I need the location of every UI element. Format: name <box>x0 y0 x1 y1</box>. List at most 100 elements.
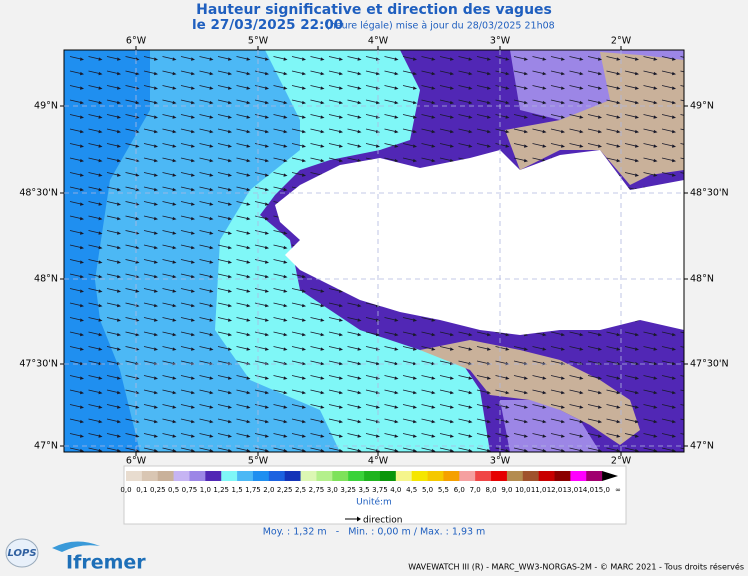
wave-arrowhead <box>283 303 288 308</box>
wave-arrowhead <box>172 115 177 119</box>
wave-arrowhead <box>468 347 473 351</box>
wave-arrowhead <box>431 419 436 424</box>
wave-arrowhead <box>172 260 177 264</box>
wave-arrowhead <box>191 376 195 380</box>
wave-arrowhead <box>172 376 177 380</box>
wave-arrowhead <box>339 332 343 337</box>
wave-arrowhead <box>209 216 214 221</box>
wave-arrowhead <box>246 303 251 308</box>
wave-arrowhead <box>246 245 251 250</box>
wave-arrowhead <box>357 448 362 452</box>
longitude-label-top: 4°W <box>368 36 389 47</box>
wave-arrowhead <box>283 274 288 279</box>
wave-arrowhead <box>228 216 232 221</box>
wave-arrowhead <box>505 100 510 105</box>
wave-arrowhead <box>265 419 269 424</box>
wave-arrowhead <box>283 434 288 438</box>
wave-arrowhead <box>191 260 195 264</box>
wave-arrowhead <box>413 405 417 409</box>
wave-arrowhead <box>561 129 565 134</box>
colorbar-swatch <box>237 471 254 481</box>
wave-arrowhead <box>691 57 695 60</box>
wave-arrowhead <box>394 347 399 351</box>
wave-arrowhead <box>191 434 195 438</box>
wave-arrowhead <box>413 129 417 134</box>
wave-arrowhead <box>487 86 491 90</box>
wave-arrowhead <box>561 86 565 90</box>
wave-arrowhead <box>154 361 158 366</box>
wave-arrowhead <box>468 376 473 380</box>
wave-arrowhead <box>172 419 177 424</box>
wave-arrowhead <box>98 245 103 250</box>
wave-arrowhead <box>265 115 269 119</box>
wave-arrowhead <box>80 419 84 424</box>
wave-arrowhead <box>691 231 695 234</box>
wave-arrowhead <box>413 376 417 380</box>
wave-arrowhead <box>209 434 214 438</box>
wave-arrow <box>680 346 684 348</box>
wave-arrowhead <box>154 318 158 322</box>
wave-arrowhead <box>265 57 269 61</box>
wave-arrowhead <box>154 187 158 192</box>
wave-arrowhead <box>450 129 454 134</box>
wave-arrowhead <box>487 361 491 366</box>
wave-arrowhead <box>209 144 214 148</box>
wave-arrowhead <box>191 448 195 452</box>
wave-arrowhead <box>283 158 288 163</box>
wave-arrowhead <box>505 405 510 409</box>
wave-arrowhead <box>691 405 695 408</box>
colorbar-swatch <box>427 471 444 481</box>
colorbar-swatch <box>141 471 159 481</box>
wave-arrowhead <box>431 448 436 452</box>
wave-arrowhead <box>265 318 269 322</box>
wave-arrowhead <box>413 115 417 119</box>
wave-arrowhead <box>579 390 584 395</box>
wave-arrowhead <box>635 129 639 134</box>
wave-arrowhead <box>524 448 528 452</box>
wave-arrowhead <box>339 289 343 293</box>
colorbar-swatch <box>443 471 460 481</box>
wave-arrowhead <box>450 376 454 380</box>
wave-arrowhead <box>191 115 195 119</box>
ifremer-text: Ifremer <box>66 552 146 574</box>
wave-arrowhead <box>431 100 436 105</box>
wave-arrowhead <box>505 332 510 337</box>
wave-arrowhead <box>653 419 658 424</box>
wave-arrowhead <box>228 71 232 76</box>
wave-arrowhead <box>672 71 676 76</box>
wave-arrowhead <box>172 187 177 192</box>
wave-arrowhead <box>542 71 547 76</box>
wave-arrowhead <box>172 274 177 279</box>
colorbar-swatch <box>379 471 397 481</box>
wave-arrowhead <box>265 202 269 206</box>
wave-arrowhead <box>505 376 510 380</box>
wave-arrowhead <box>579 71 584 76</box>
zone-lavender-south <box>500 400 600 452</box>
colorbar-label: 0,5 <box>168 486 179 494</box>
wave-arrowhead <box>302 274 306 279</box>
wave-arrowhead <box>691 130 695 133</box>
latitude-label-right: 47°N <box>690 441 714 452</box>
wave-arrowhead <box>80 303 84 308</box>
wave-arrowhead <box>542 332 547 337</box>
wave-arrowhead <box>394 405 399 409</box>
colorbar-swatch <box>221 471 238 481</box>
wave-arrow <box>680 433 684 435</box>
direction-arrowhead <box>357 516 361 522</box>
wave-arrowhead <box>635 100 639 105</box>
wave-arrowhead <box>135 187 140 192</box>
wave-arrowhead <box>672 57 676 61</box>
wave-arrowhead <box>653 158 658 163</box>
wave-arrow <box>680 143 684 145</box>
wave-arrowhead <box>135 144 140 148</box>
wave-arrowhead <box>616 434 621 438</box>
wave-arrowhead <box>302 376 306 380</box>
wave-arrowhead <box>561 434 565 438</box>
wave-arrowhead <box>228 303 232 308</box>
wave-arrowhead <box>191 158 195 163</box>
wave-arrowhead <box>117 86 121 90</box>
colorbar-swatch <box>316 471 333 481</box>
wave-arrowhead <box>265 434 269 438</box>
wave-arrowhead <box>357 376 362 380</box>
wave-arrowhead <box>431 318 436 322</box>
